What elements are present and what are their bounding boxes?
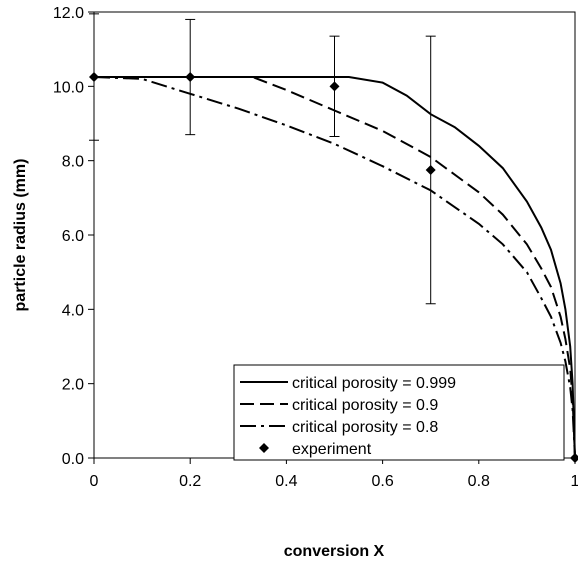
x-tick-label: 0 <box>90 473 99 490</box>
series-line <box>94 76 576 459</box>
x-tick-label: 0.2 <box>179 473 201 490</box>
y-axis: 0.0 2.0 4.0 6.0 8.0 10.0 12.0 <box>53 5 94 468</box>
legend-swatch <box>259 443 269 453</box>
experiment-point <box>425 164 436 175</box>
y-axis-title: particle radius (mm) <box>12 159 29 312</box>
y-tick-label: 10.0 <box>53 79 84 96</box>
legend-label: critical porosity = 0.999 <box>292 375 456 392</box>
series-lines <box>93 76 576 459</box>
x-axis: 0 0.2 0.4 0.6 0.8 1 <box>90 458 578 490</box>
legend: critical porosity = 0.999 critical porosi… <box>233 364 565 461</box>
experiment-point <box>329 81 340 92</box>
legend-label: critical porosity = 0.8 <box>292 419 438 436</box>
legend-label: critical porosity = 0.9 <box>292 397 438 414</box>
legend-box <box>233 364 565 461</box>
y-tick-label: 8.0 <box>62 154 84 171</box>
x-tick-label: 1 <box>571 473 578 490</box>
experiment-markers <box>89 13 578 463</box>
experiment-point <box>570 453 578 463</box>
y-tick-label: 2.0 <box>62 377 84 394</box>
y-tick-label: 12.0 <box>53 5 84 22</box>
experiment-point <box>185 72 196 83</box>
y-tick-label: 0.0 <box>62 451 84 468</box>
legend-label: experiment <box>292 441 372 458</box>
y-tick-label: 4.0 <box>62 302 84 319</box>
series-line <box>94 76 576 459</box>
x-axis-title: conversion X <box>284 543 385 560</box>
experiment-point <box>89 72 99 83</box>
x-tick-label: 0.4 <box>275 473 297 490</box>
x-tick-label: 0.6 <box>371 473 393 490</box>
series-line <box>93 76 576 459</box>
y-tick-label: 6.0 <box>62 228 84 245</box>
x-tick-label: 0.8 <box>468 473 490 490</box>
